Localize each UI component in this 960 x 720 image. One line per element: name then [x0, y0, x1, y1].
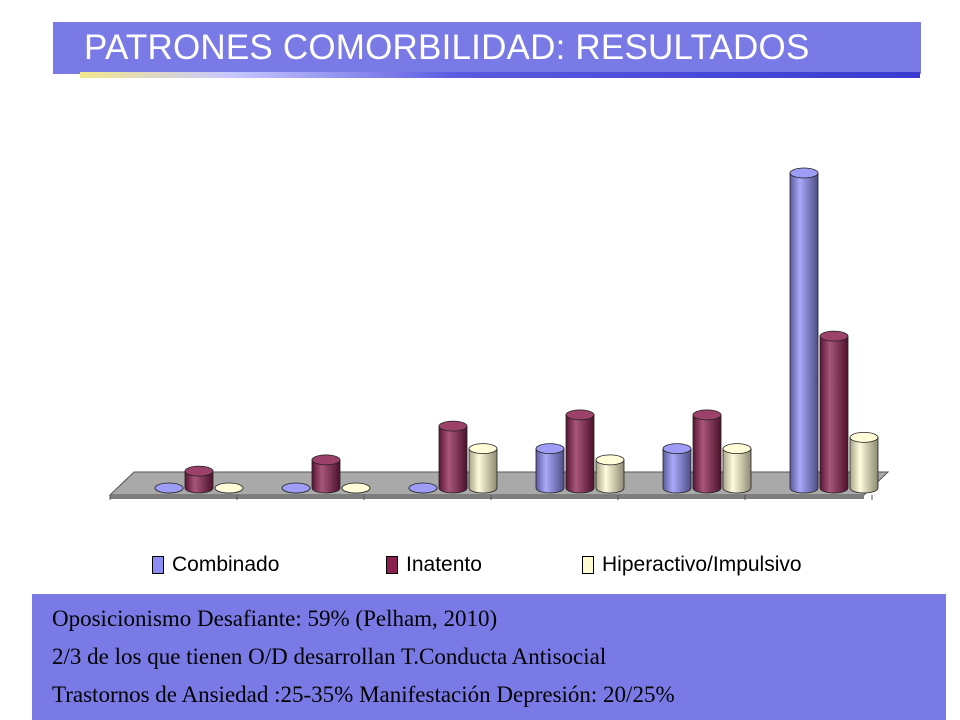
- comorbidity-bar-chart: [108, 167, 890, 500]
- bar-top: [535, 443, 565, 455]
- bar-top: [311, 454, 341, 466]
- bar-body: [692, 414, 722, 494]
- bar-top: [438, 420, 468, 432]
- legend-label-inatento: Inatento: [406, 553, 482, 576]
- title-band: [53, 22, 921, 74]
- bar-top: [281, 482, 311, 494]
- bar-hiperactivo-impulsivo-0: [214, 482, 244, 494]
- legend-swatch-inatento: [386, 556, 398, 574]
- bar-body: [184, 470, 214, 494]
- bar-body: [595, 459, 625, 494]
- chart-legend: Combinado Inatento Hiperactivo/Impulsivo: [138, 553, 858, 579]
- legend-item-combinado: Combinado: [152, 553, 279, 577]
- bar-top: [408, 482, 438, 494]
- bar-top: [468, 443, 498, 455]
- findings-text-box: Oposicionismo Desafiante: 59% (Pelham, 2…: [32, 594, 946, 720]
- chart-floor-edge: [110, 495, 864, 499]
- bar-combinado-0: [154, 482, 184, 494]
- bar-combinado-5: [789, 167, 819, 494]
- bar-top: [849, 431, 879, 443]
- bar-inatento-2: [438, 420, 468, 494]
- bar-top: [692, 409, 722, 421]
- bar-inatento-5: [819, 330, 849, 494]
- bar-top: [789, 167, 819, 179]
- title-underline: [80, 72, 920, 78]
- bar-body: [849, 436, 879, 494]
- bar-inatento-4: [692, 409, 722, 494]
- bar-body: [311, 459, 341, 494]
- bar-top: [722, 443, 752, 455]
- bar-top: [662, 443, 692, 455]
- bar-combinado-3: [535, 443, 565, 494]
- finding-ansiedad-depresion: Trastornos de Ansiedad :25-35% Manifesta…: [52, 682, 675, 707]
- bar-hiperactivo-impulsivo-1: [341, 482, 371, 494]
- bar-hiperactivo-impulsivo-2: [468, 443, 498, 494]
- bar-body: [722, 448, 752, 494]
- bar-top: [214, 482, 244, 494]
- bar-body: [819, 335, 849, 494]
- legend-swatch-combinado: [152, 556, 164, 574]
- legend-item-hiperactivo: Hiperactivo/Impulsivo: [582, 553, 802, 577]
- bar-top: [341, 482, 371, 494]
- bar-combinado-4: [662, 443, 692, 494]
- slide-title: PATRONES COMORBILIDAD: RESULTADOS: [84, 28, 810, 67]
- bar-top: [184, 465, 214, 477]
- bar-top: [565, 409, 595, 421]
- legend-item-inatento: Inatento: [386, 553, 482, 577]
- bar-body: [438, 425, 468, 494]
- bar-body: [535, 448, 565, 494]
- bar-combinado-1: [281, 482, 311, 494]
- bar-body: [662, 448, 692, 494]
- finding-oposicionismo: Oposicionismo Desafiante: 59% (Pelham, 2…: [52, 606, 498, 631]
- bar-inatento-3: [565, 409, 595, 494]
- bar-hiperactivo-impulsivo-4: [722, 443, 752, 494]
- bar-hiperactivo-impulsivo-5: [849, 431, 879, 494]
- bar-top: [819, 330, 849, 342]
- finding-conducta-antisocial: 2/3 de los que tienen O/D desarrollan T.…: [52, 644, 607, 669]
- legend-swatch-hiperactivo: [582, 556, 594, 574]
- bar-top: [154, 482, 184, 494]
- bar-top: [595, 454, 625, 466]
- bar-inatento-0: [184, 465, 214, 494]
- bar-body: [468, 448, 498, 494]
- bar-inatento-1: [311, 454, 341, 494]
- legend-label-combinado: Combinado: [172, 553, 280, 576]
- bar-combinado-2: [408, 482, 438, 494]
- bar-hiperactivo-impulsivo-3: [595, 454, 625, 494]
- bar-body: [565, 414, 595, 494]
- legend-label-hiperactivo: Hiperactivo/Impulsivo: [602, 553, 802, 576]
- bar-body: [789, 172, 819, 494]
